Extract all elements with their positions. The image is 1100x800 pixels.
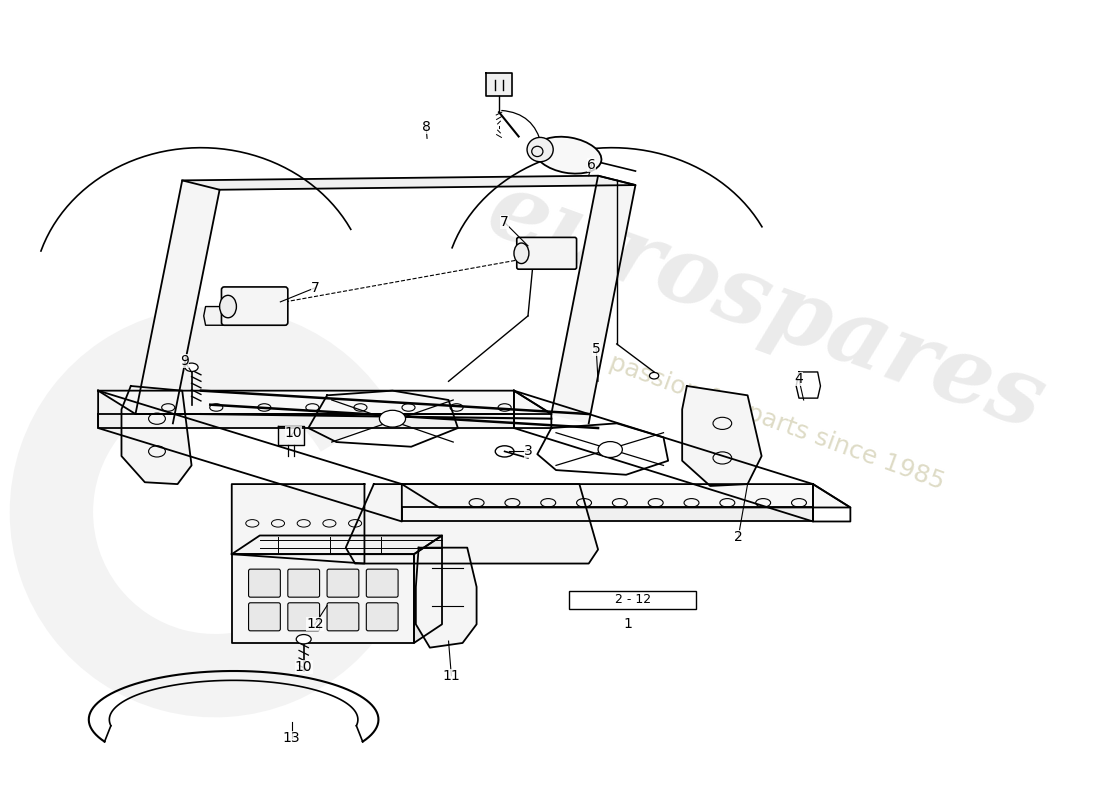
Polygon shape xyxy=(551,176,636,423)
Ellipse shape xyxy=(535,137,602,174)
Ellipse shape xyxy=(598,442,623,458)
FancyBboxPatch shape xyxy=(327,569,359,597)
FancyBboxPatch shape xyxy=(288,602,320,631)
Ellipse shape xyxy=(527,138,553,162)
Polygon shape xyxy=(232,535,442,554)
Polygon shape xyxy=(682,386,761,486)
Text: 13: 13 xyxy=(283,731,300,746)
Text: 5: 5 xyxy=(592,342,601,356)
Text: 1: 1 xyxy=(624,618,632,631)
Polygon shape xyxy=(121,386,191,484)
FancyBboxPatch shape xyxy=(249,569,280,597)
Ellipse shape xyxy=(649,373,659,379)
FancyBboxPatch shape xyxy=(366,602,398,631)
Ellipse shape xyxy=(379,410,406,427)
Text: 9: 9 xyxy=(179,354,188,368)
Ellipse shape xyxy=(220,295,236,318)
Ellipse shape xyxy=(185,363,198,371)
Text: 3: 3 xyxy=(524,444,532,458)
Polygon shape xyxy=(183,176,636,190)
Polygon shape xyxy=(278,426,304,445)
Polygon shape xyxy=(486,73,513,96)
Polygon shape xyxy=(232,554,414,643)
Text: 7: 7 xyxy=(500,215,509,230)
Text: 2: 2 xyxy=(734,530,742,544)
FancyBboxPatch shape xyxy=(517,238,576,269)
Polygon shape xyxy=(402,507,813,522)
FancyBboxPatch shape xyxy=(366,569,398,597)
Text: 10: 10 xyxy=(285,426,303,440)
FancyBboxPatch shape xyxy=(327,602,359,631)
Polygon shape xyxy=(416,548,476,648)
Ellipse shape xyxy=(514,243,529,263)
Text: 12: 12 xyxy=(306,618,323,631)
Polygon shape xyxy=(98,390,551,414)
Polygon shape xyxy=(402,484,850,507)
FancyBboxPatch shape xyxy=(221,287,288,326)
Polygon shape xyxy=(98,414,514,428)
Polygon shape xyxy=(345,484,598,563)
Text: 4: 4 xyxy=(794,373,803,386)
Ellipse shape xyxy=(495,446,514,457)
Text: 8: 8 xyxy=(421,120,430,134)
Text: 10: 10 xyxy=(295,660,312,674)
Ellipse shape xyxy=(296,634,311,644)
Text: 7: 7 xyxy=(310,281,319,295)
Polygon shape xyxy=(232,484,364,563)
Text: 11: 11 xyxy=(442,669,460,682)
FancyBboxPatch shape xyxy=(288,569,320,597)
Text: 6: 6 xyxy=(587,158,596,171)
FancyBboxPatch shape xyxy=(249,602,280,631)
Polygon shape xyxy=(414,535,442,643)
Polygon shape xyxy=(135,180,220,423)
Text: a passion for parts since 1985: a passion for parts since 1985 xyxy=(584,342,948,494)
Text: 2 - 12: 2 - 12 xyxy=(615,594,651,606)
Text: eurospares: eurospares xyxy=(476,164,1057,449)
